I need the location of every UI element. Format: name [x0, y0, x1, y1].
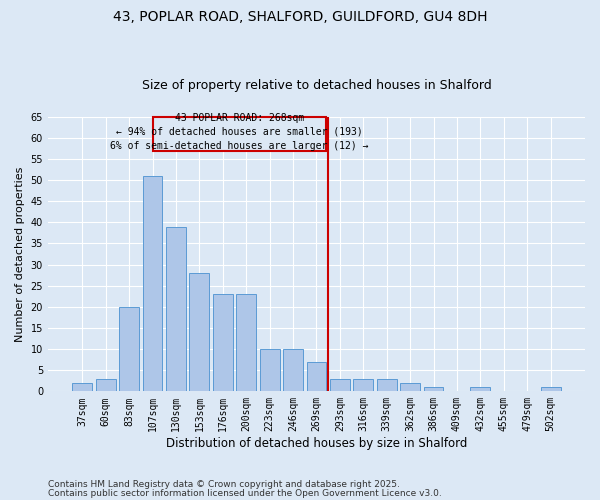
Bar	[400, 383, 420, 392]
Bar	[119, 307, 139, 392]
Bar	[73, 383, 92, 392]
FancyBboxPatch shape	[152, 117, 326, 150]
Bar	[307, 362, 326, 392]
X-axis label: Distribution of detached houses by size in Shalford: Distribution of detached houses by size …	[166, 437, 467, 450]
Text: Contains HM Land Registry data © Crown copyright and database right 2025.: Contains HM Land Registry data © Crown c…	[48, 480, 400, 489]
Bar	[190, 273, 209, 392]
Bar	[96, 378, 116, 392]
Text: 43, POPLAR ROAD, SHALFORD, GUILDFORD, GU4 8DH: 43, POPLAR ROAD, SHALFORD, GUILDFORD, GU…	[113, 10, 487, 24]
Bar	[470, 387, 490, 392]
Bar	[213, 294, 233, 392]
Bar	[541, 387, 560, 392]
Bar	[353, 378, 373, 392]
Bar	[424, 387, 443, 392]
Bar	[236, 294, 256, 392]
Bar	[330, 378, 350, 392]
Title: Size of property relative to detached houses in Shalford: Size of property relative to detached ho…	[142, 79, 491, 92]
Text: 43 POPLAR ROAD: 268sqm
← 94% of detached houses are smaller (193)
6% of semi-det: 43 POPLAR ROAD: 268sqm ← 94% of detached…	[110, 112, 368, 150]
Bar	[377, 378, 397, 392]
Bar	[143, 176, 163, 392]
Bar	[166, 226, 186, 392]
Y-axis label: Number of detached properties: Number of detached properties	[15, 166, 25, 342]
Bar	[260, 349, 280, 392]
Text: Contains public sector information licensed under the Open Government Licence v3: Contains public sector information licen…	[48, 488, 442, 498]
Bar	[283, 349, 303, 392]
